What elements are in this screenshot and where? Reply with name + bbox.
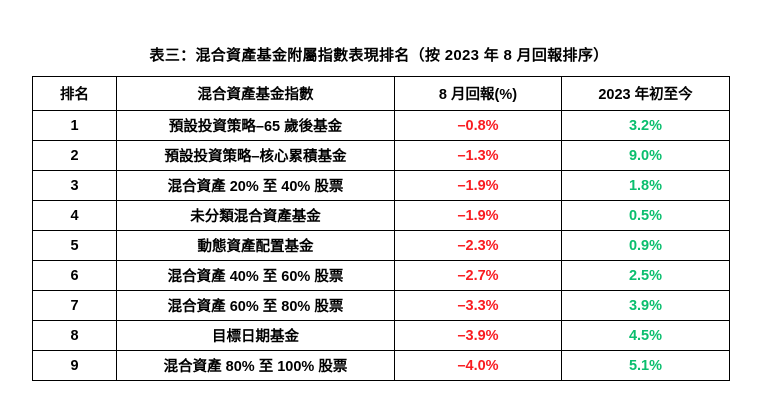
index-name-cell: 混合資產 20% 至 40% 股票 <box>116 170 395 201</box>
rank-cell: 3 <box>32 170 117 201</box>
ytd-return-value: 4.5% <box>561 320 730 351</box>
rank-cell: 7 <box>32 290 117 321</box>
aug-return-value: –0.8% <box>394 110 562 141</box>
table-row: 7 混合資產 60% 至 80% 股票 –3.3% 3.9% <box>32 290 730 321</box>
aug-return-value: –4.0% <box>394 350 562 381</box>
index-name-cell: 混合資產 60% 至 80% 股票 <box>116 290 395 321</box>
table-row: 1 預設投資策略–65 歲後基金 –0.8% 3.2% <box>32 110 730 141</box>
index-name-cell: 動態資產配置基金 <box>116 230 395 261</box>
ytd-return-value: 1.8% <box>561 170 730 201</box>
aug-return-value: –3.9% <box>394 320 562 351</box>
table-row: 4 未分類混合資產基金 –1.9% 0.5% <box>32 200 730 231</box>
ytd-return-value: 3.9% <box>561 290 730 321</box>
rank-cell: 2 <box>32 140 117 171</box>
table-row: 6 混合資產 40% 至 60% 股票 –2.7% 2.5% <box>32 260 730 291</box>
ytd-return-value: 3.2% <box>561 110 730 141</box>
rank-cell: 6 <box>32 260 117 291</box>
rank-cell: 4 <box>32 200 117 231</box>
header-index-name: 混合資產基金指數 <box>116 76 395 111</box>
ytd-return-value: 5.1% <box>561 350 730 381</box>
fund-performance-table: 排名 混合資產基金指數 8 月回報(%) 2023 年初至今 1 預設投資策略–… <box>32 76 730 381</box>
index-name-cell: 預設投資策略–65 歲後基金 <box>116 110 395 141</box>
index-name-cell: 未分類混合資產基金 <box>116 200 395 231</box>
table-header-row: 排名 混合資產基金指數 8 月回報(%) 2023 年初至今 <box>32 76 730 111</box>
aug-return-value: –1.3% <box>394 140 562 171</box>
rank-cell: 8 <box>32 320 117 351</box>
index-name-cell: 混合資產 40% 至 60% 股票 <box>116 260 395 291</box>
rank-cell: 1 <box>32 110 117 141</box>
ytd-return-value: 0.5% <box>561 200 730 231</box>
index-name-cell: 目標日期基金 <box>116 320 395 351</box>
table-row: 3 混合資產 20% 至 40% 股票 –1.9% 1.8% <box>32 170 730 201</box>
table-row: 8 目標日期基金 –3.9% 4.5% <box>32 320 730 351</box>
header-aug-return: 8 月回報(%) <box>394 76 562 111</box>
index-name-cell: 混合資產 80% 至 100% 股票 <box>116 350 395 381</box>
header-ytd: 2023 年初至今 <box>561 76 730 111</box>
aug-return-value: –1.9% <box>394 200 562 231</box>
aug-return-value: –1.9% <box>394 170 562 201</box>
rank-cell: 9 <box>32 350 117 381</box>
table-row: 2 預設投資策略–核心累積基金 –1.3% 9.0% <box>32 140 730 171</box>
index-name-cell: 預設投資策略–核心累積基金 <box>116 140 395 171</box>
rank-cell: 5 <box>32 230 117 261</box>
ytd-return-value: 0.9% <box>561 230 730 261</box>
ytd-return-value: 9.0% <box>561 140 730 171</box>
aug-return-value: –2.7% <box>394 260 562 291</box>
ytd-return-value: 2.5% <box>561 260 730 291</box>
aug-return-value: –3.3% <box>394 290 562 321</box>
page-title: 表三：混合資產基金附屬指數表現排名（按 2023 年 8 月回報排序） <box>149 47 609 64</box>
table-row: 5 動態資產配置基金 –2.3% 0.9% <box>32 230 730 261</box>
aug-return-value: –2.3% <box>394 230 562 261</box>
table-row: 9 混合資產 80% 至 100% 股票 –4.0% 5.1% <box>32 350 730 381</box>
header-rank: 排名 <box>32 76 117 111</box>
